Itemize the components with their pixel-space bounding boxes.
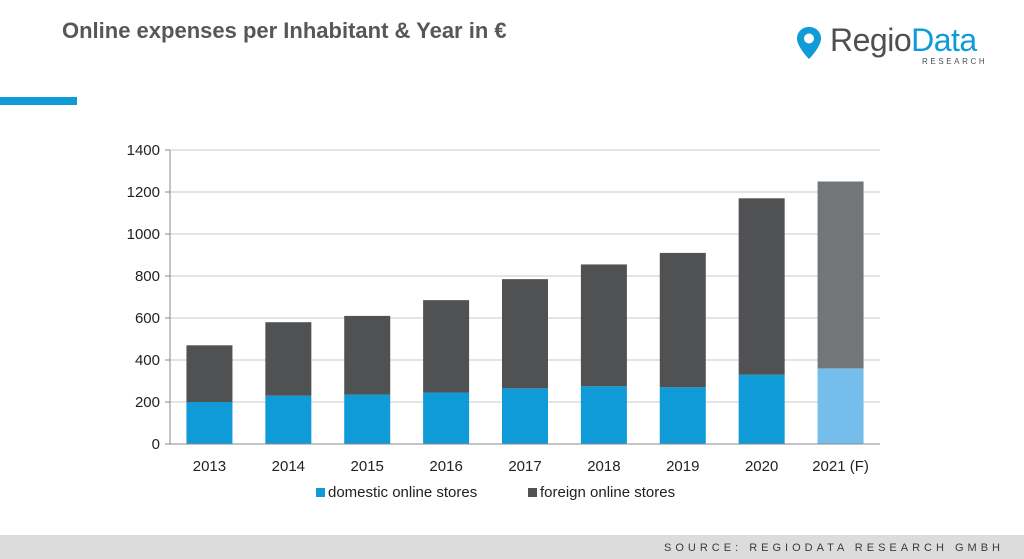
x-tick-label: 2020 — [745, 458, 778, 475]
x-tick-label: 2018 — [587, 458, 620, 475]
x-tick-label: 2019 — [666, 458, 699, 475]
accent-bar — [0, 97, 77, 105]
bar-foreign — [265, 322, 312, 396]
bar-domestic — [502, 388, 548, 444]
bar-domestic — [580, 386, 627, 444]
bar-foreign — [502, 279, 548, 389]
footer-bar: SOURCE: REGIODATA RESEARCH GMBH — [0, 535, 1024, 559]
legend-domestic-label: domestic online stores — [328, 484, 477, 501]
bar-domestic — [659, 387, 706, 444]
source-note: SOURCE: REGIODATA RESEARCH GMBH — [664, 542, 1004, 554]
y-tick-label: 1200 — [127, 184, 160, 201]
x-tick-label: 2014 — [272, 458, 305, 475]
y-tick-label: 800 — [135, 268, 160, 285]
bar-foreign — [659, 252, 706, 388]
y-tick-label: 400 — [135, 352, 160, 369]
y-tick-label: 600 — [135, 310, 160, 327]
x-tick-label: 2017 — [508, 458, 541, 475]
bar-foreign — [738, 198, 785, 375]
x-tick-label: 2013 — [193, 458, 226, 475]
legend-domestic-swatch — [316, 488, 325, 497]
stacked-bar-chart: 0 200 400 600 800 1000 1200 1400 2013 2014 2015 201… — [127, 142, 880, 501]
regiodata-logo: RegioData RESEARCH — [796, 20, 1001, 70]
logo-text-regio: Regio — [830, 22, 912, 58]
x-tick-label: 2016 — [429, 458, 462, 475]
y-tick-label: 0 — [152, 436, 160, 453]
y-tick-label: 200 — [135, 394, 160, 411]
bar-foreign — [186, 345, 233, 402]
logo-wordmark: RegioData — [830, 22, 977, 58]
bar-domestic — [817, 368, 864, 444]
logo-subtext: RESEARCH — [922, 57, 988, 66]
bar-domestic — [344, 394, 391, 444]
bar-domestic — [738, 374, 785, 444]
y-tick-label: 1400 — [127, 142, 160, 159]
bar-foreign — [344, 315, 391, 395]
x-tick-label: 2015 — [351, 458, 384, 475]
bar-foreign — [423, 300, 470, 393]
page-title: Online expenses per Inhabitant & Year in… — [62, 18, 507, 43]
bar-domestic — [423, 392, 470, 444]
location-pin-icon — [797, 27, 821, 59]
bar-domestic — [265, 395, 312, 444]
bar-foreign — [817, 181, 864, 369]
logo-text-data: Data — [911, 22, 977, 58]
bar-domestic — [186, 402, 233, 444]
bar-foreign — [580, 264, 627, 387]
x-tick-label: 2021 (F) — [812, 458, 869, 475]
legend-foreign-swatch — [528, 488, 537, 497]
legend-foreign-label: foreign online stores — [540, 484, 675, 501]
y-tick-label: 1000 — [127, 226, 160, 243]
